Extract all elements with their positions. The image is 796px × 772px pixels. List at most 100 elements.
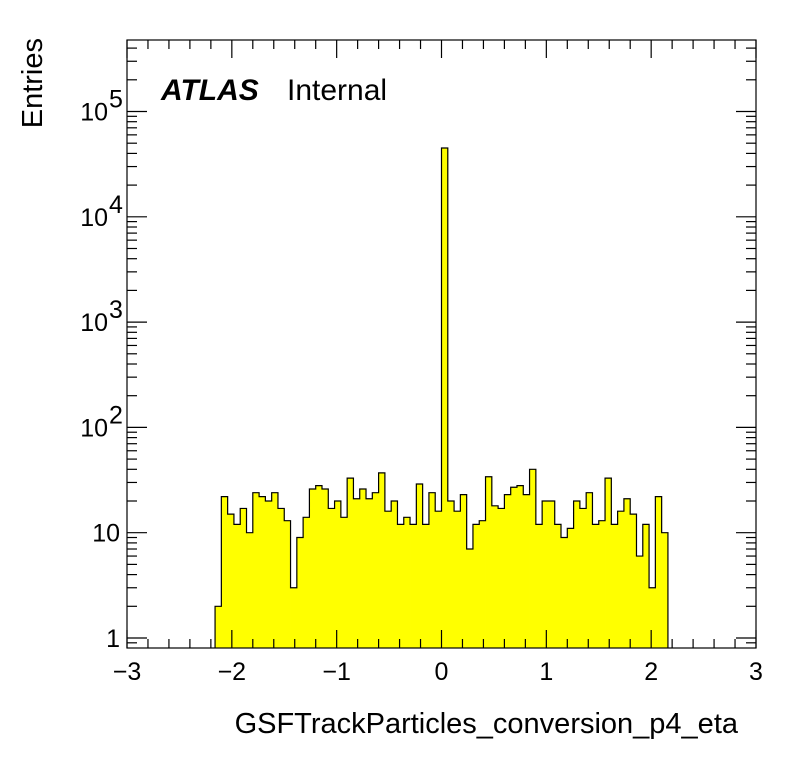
histogram-bar (240, 508, 247, 648)
histogram-bars (215, 148, 669, 648)
y-tick-label: 10 3 (80, 296, 123, 337)
histogram-bar (561, 537, 568, 648)
histogram-bar (321, 489, 329, 648)
histogram-bar (592, 524, 600, 648)
histogram-bar (372, 492, 379, 648)
histogram-bar (491, 505, 499, 648)
histogram-bar (529, 469, 537, 648)
histogram-bar (277, 508, 285, 648)
histogram-bar (636, 556, 644, 648)
histogram-bar (340, 517, 348, 648)
histogram-bar (504, 494, 512, 648)
y-tick-base: 10 (80, 309, 108, 337)
histogram-bar (435, 511, 442, 648)
histogram-bar (598, 520, 606, 648)
histogram-bar (472, 524, 480, 648)
y-tick-base: 1 (106, 625, 120, 653)
histogram-bar (422, 524, 430, 648)
histogram-bar (479, 520, 486, 648)
y-tick-base: 10 (80, 99, 108, 127)
histogram-bar (397, 524, 405, 648)
experiment-label: ATLAS (160, 74, 259, 107)
histogram-bar (271, 492, 279, 648)
histogram-bar (378, 472, 386, 648)
histogram-bar (655, 496, 663, 648)
histogram-bar (535, 524, 543, 648)
histogram-bar (485, 476, 493, 648)
y-tick-exponent: 4 (109, 191, 123, 219)
histogram-bar (252, 492, 260, 648)
plot-frame (126, 39, 757, 649)
histogram-bar (573, 501, 581, 648)
x-axis-title: GSFTrackParticles_conversion_p4_eta (235, 708, 739, 740)
histogram-bar (567, 528, 574, 648)
histogram-bar (642, 524, 650, 648)
histogram-bar (296, 537, 304, 648)
histogram-bar (265, 501, 273, 648)
histogram-bar (284, 520, 291, 648)
y-tick-base: 10 (80, 414, 108, 442)
x-tick-label: 3 (749, 658, 763, 686)
y-tick-exponent: 5 (109, 86, 123, 114)
y-tick-label: 10 4 (80, 191, 123, 232)
histogram-bar (542, 501, 549, 648)
histogram-bar (328, 508, 335, 648)
histogram-bar (221, 496, 229, 648)
x-tick-label: 1 (539, 658, 553, 686)
y-axis-title: Entries (17, 38, 49, 128)
histogram-bar (498, 508, 505, 648)
histogram-bar (428, 492, 436, 648)
histogram-bar (466, 549, 474, 648)
histogram-bar (554, 524, 562, 648)
histogram-bar (366, 498, 373, 648)
histogram-bar (309, 489, 317, 648)
histogram-bar (447, 501, 455, 648)
histogram-outline (214, 147, 669, 648)
histogram-bar (510, 487, 518, 648)
y-tick-label: 10 5 (80, 86, 123, 127)
histogram-bar (623, 498, 631, 648)
histogram-bar (347, 478, 354, 648)
histogram-bar (259, 496, 266, 648)
x-tick-label: −3 (113, 658, 142, 686)
histogram-bar (441, 148, 449, 648)
histogram-bar (416, 484, 424, 648)
histogram-bar (579, 508, 587, 648)
histogram-bar (246, 532, 254, 648)
histogram-bar (334, 501, 342, 648)
histogram-bar (233, 524, 241, 648)
y-tick-label: 10 (92, 520, 120, 548)
x-tick-label: 0 (435, 658, 449, 686)
histogram-bar (548, 501, 556, 648)
histogram-bar (605, 478, 612, 648)
histogram-bar (586, 492, 593, 648)
histogram-bar (290, 587, 298, 648)
axis-ticks (126, 40, 757, 648)
histogram-bar (617, 511, 625, 648)
y-tick-label: 1 (106, 625, 120, 653)
x-tick-label: −2 (218, 658, 247, 686)
histogram-bar (516, 485, 524, 648)
histogram-bar (303, 517, 310, 648)
x-tick-labels: −3 −2 −1 0 1 2 3 (113, 658, 763, 686)
y-tick-label: 10 2 (80, 401, 123, 442)
histogram-bar (403, 517, 411, 648)
histogram-bar (611, 524, 619, 648)
status-label: Internal (287, 74, 387, 107)
histogram-bar (384, 511, 392, 648)
histogram-bar (661, 532, 669, 648)
histogram-bar (359, 489, 367, 648)
y-tick-base: 10 (80, 204, 108, 232)
histogram-bar (630, 514, 637, 648)
histogram-bar (523, 494, 530, 648)
histogram-bar (215, 606, 222, 648)
histogram-bar (649, 587, 656, 648)
x-tick-label: −1 (322, 658, 351, 686)
histogram-bar (460, 494, 468, 648)
y-tick-exponent: 3 (109, 296, 123, 324)
histogram-bar (391, 501, 398, 648)
histogram-bar (454, 511, 461, 648)
